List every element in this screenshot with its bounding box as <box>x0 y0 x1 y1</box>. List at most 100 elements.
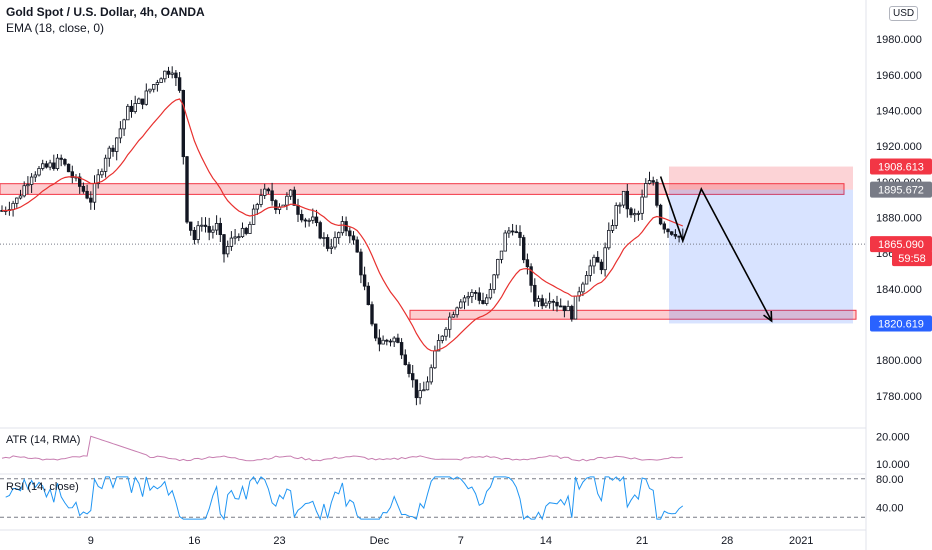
candle[interactable] <box>325 237 330 249</box>
candle[interactable] <box>647 180 652 184</box>
candle[interactable] <box>52 162 56 169</box>
candle[interactable] <box>496 258 500 276</box>
candle[interactable] <box>551 300 555 303</box>
candle[interactable] <box>470 292 474 297</box>
candle[interactable] <box>266 188 271 192</box>
candle[interactable] <box>644 183 648 198</box>
candle[interactable] <box>607 229 611 249</box>
candle[interactable] <box>285 195 289 206</box>
candle[interactable] <box>410 373 415 381</box>
candle[interactable] <box>237 236 241 239</box>
candle[interactable] <box>414 379 419 399</box>
candle[interactable] <box>26 184 30 187</box>
price-tag-stop[interactable] <box>870 158 932 175</box>
candle[interactable] <box>318 222 322 239</box>
candle[interactable] <box>473 292 478 294</box>
candle[interactable] <box>188 221 193 231</box>
atr-label[interactable]: ATR (14, RMA) <box>6 434 81 446</box>
candle[interactable] <box>544 302 548 307</box>
candle[interactable] <box>433 350 437 369</box>
candle[interactable] <box>381 339 385 345</box>
candle[interactable] <box>63 158 67 165</box>
candle[interactable] <box>233 236 237 239</box>
candle[interactable] <box>362 274 367 287</box>
candle[interactable] <box>92 183 97 203</box>
candle[interactable] <box>155 82 160 85</box>
support-zone[interactable] <box>409 309 857 320</box>
candle[interactable] <box>436 340 441 352</box>
candle[interactable] <box>388 340 393 343</box>
candle[interactable] <box>288 189 293 197</box>
candle[interactable] <box>418 390 422 399</box>
candle[interactable] <box>144 90 148 105</box>
candle[interactable] <box>122 119 126 130</box>
candle[interactable] <box>33 174 37 178</box>
rsi-line[interactable] <box>5 475 684 521</box>
currency-badge[interactable]: USD <box>889 6 919 21</box>
candle[interactable] <box>111 147 115 152</box>
candle[interactable] <box>11 202 15 210</box>
candle[interactable] <box>522 237 526 261</box>
atr-line[interactable] <box>1 435 683 462</box>
candle[interactable] <box>488 289 493 299</box>
candle[interactable] <box>225 246 230 255</box>
candle[interactable] <box>177 77 182 91</box>
candle[interactable] <box>174 72 178 79</box>
candle[interactable] <box>555 301 559 307</box>
candle[interactable] <box>581 283 585 293</box>
take-profit-area[interactable] <box>669 189 853 324</box>
candle[interactable] <box>492 274 496 290</box>
candle[interactable] <box>274 200 278 210</box>
candle[interactable] <box>314 216 319 224</box>
candle[interactable] <box>118 128 123 139</box>
candle[interactable] <box>292 189 296 206</box>
candle[interactable] <box>658 204 663 225</box>
candle[interactable] <box>407 364 411 374</box>
candle[interactable] <box>340 221 345 234</box>
candle[interactable] <box>584 275 589 285</box>
price-tag-target[interactable] <box>870 315 932 332</box>
candle[interactable] <box>655 181 659 206</box>
candle[interactable] <box>133 103 137 112</box>
candle[interactable] <box>662 223 666 230</box>
candle[interactable] <box>459 301 463 309</box>
candle[interactable] <box>399 342 404 356</box>
candle[interactable] <box>207 226 211 233</box>
candle[interactable] <box>244 227 248 234</box>
candle[interactable] <box>392 337 396 343</box>
candle[interactable] <box>251 208 256 225</box>
candle[interactable] <box>270 190 274 202</box>
candle[interactable] <box>89 197 93 203</box>
candle[interactable] <box>588 265 592 276</box>
candle[interactable] <box>529 266 533 286</box>
candle[interactable] <box>81 186 86 192</box>
candle[interactable] <box>673 233 678 237</box>
price-tag-last[interactable] <box>870 236 932 253</box>
price-tag-entry[interactable] <box>870 181 932 198</box>
candle[interactable] <box>596 256 600 263</box>
candle[interactable] <box>359 251 363 276</box>
stop-loss-area[interactable] <box>669 166 853 190</box>
candle[interactable] <box>166 70 171 75</box>
candle[interactable] <box>211 229 215 233</box>
candle[interactable] <box>185 156 189 223</box>
candle[interactable] <box>396 337 400 343</box>
candle[interactable] <box>103 157 108 172</box>
candle[interactable] <box>466 296 470 299</box>
symbol-title[interactable]: Gold Spot / U.S. Dollar, 4h, OANDA <box>6 5 205 19</box>
candle[interactable] <box>255 204 259 210</box>
candle[interactable] <box>385 339 389 342</box>
candle[interactable] <box>37 168 41 176</box>
candle[interactable] <box>533 284 537 302</box>
candle[interactable] <box>618 204 622 207</box>
candle[interactable] <box>18 195 23 199</box>
candle[interactable] <box>299 214 304 221</box>
candle[interactable] <box>477 292 481 301</box>
forecast-path[interactable] <box>659 176 773 322</box>
candle[interactable] <box>333 237 337 248</box>
candle[interactable] <box>240 227 245 238</box>
candle[interactable] <box>59 157 63 160</box>
candle[interactable] <box>248 224 252 234</box>
candle[interactable] <box>455 307 459 316</box>
